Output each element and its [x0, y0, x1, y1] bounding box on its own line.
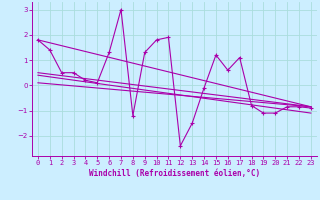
X-axis label: Windchill (Refroidissement éolien,°C): Windchill (Refroidissement éolien,°C) [89, 169, 260, 178]
